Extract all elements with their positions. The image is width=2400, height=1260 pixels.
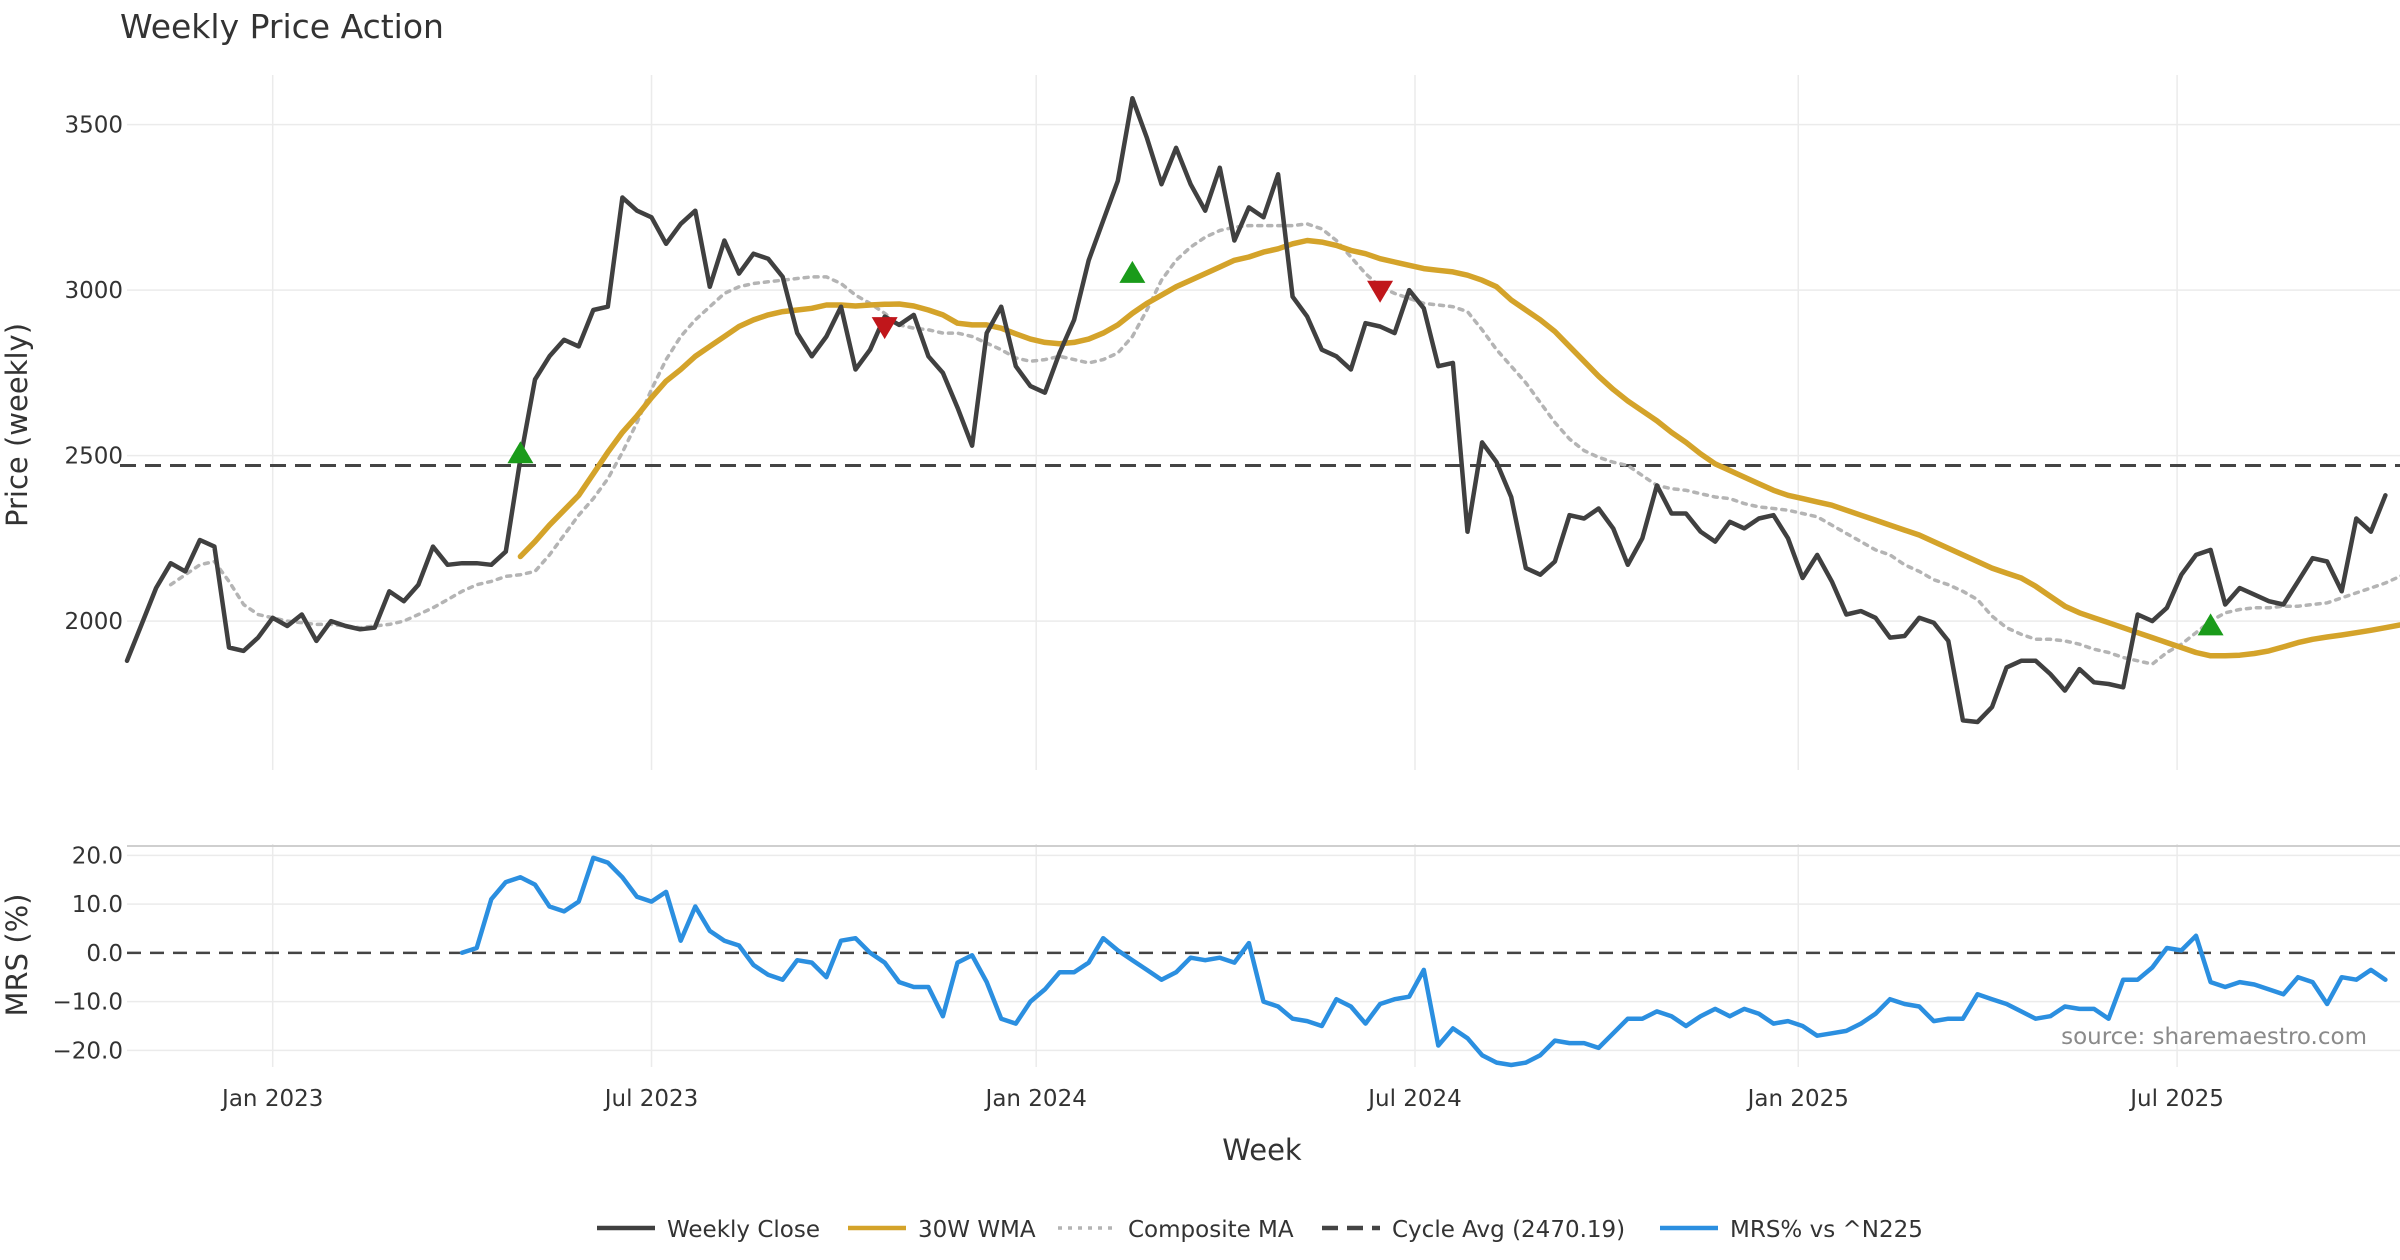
legend-label: Cycle Avg (2470.19) — [1392, 1217, 1625, 1243]
mrs-y-tick-label: −20.0 — [53, 1038, 123, 1064]
x-tick-label: Jul 2025 — [2128, 1086, 2224, 1112]
buy-signal-marker — [2197, 613, 2224, 636]
mrs-y-tick-label: 20.0 — [72, 843, 123, 869]
x-tick-label: Jul 2023 — [603, 1086, 699, 1112]
mrs-y-tick-label: −10.0 — [53, 990, 123, 1016]
mrs-y-tick-label: 0.0 — [86, 941, 123, 967]
mrs-y-tick-label: 10.0 — [72, 892, 123, 918]
source-note: source: sharemaestro.com — [2061, 1024, 2367, 1050]
weekly-close-line — [124, 95, 2388, 725]
price-y-tick-label: 2000 — [64, 609, 123, 635]
mrs-axis-label: MRS (%) — [0, 894, 34, 1017]
x-tick-label: Jan 2024 — [984, 1086, 1087, 1112]
x-tick-label: Jul 2024 — [1366, 1086, 1462, 1112]
legend-label: Weekly Close — [667, 1217, 820, 1243]
x-tick-label: Jan 2023 — [220, 1086, 323, 1112]
price-y-tick-label: 3000 — [64, 278, 123, 304]
mrs-panel: Jan 2023 Jul 2023 Jan 2024 Jul 2024 Jan 2025… — [53, 843, 2400, 1112]
price-y-tick-label: 2500 — [64, 444, 123, 470]
mrs-line — [459, 855, 2388, 1068]
price-y-tick-label: 3500 — [64, 113, 123, 139]
buy-signal-marker — [507, 441, 534, 464]
wma-30w-line — [517, 237, 2400, 659]
price-panel: 2000 2500 3000 3500 — [64, 75, 2400, 770]
sell-signal-marker — [1367, 280, 1394, 303]
price-axis-label: Price (weekly) — [0, 323, 34, 527]
legend-label: MRS% vs ^N225 — [1730, 1217, 1923, 1243]
buy-signal-marker — [1119, 260, 1146, 283]
legend-label: 30W WMA — [918, 1217, 1036, 1243]
composite-ma-line — [168, 222, 2400, 666]
chart-title: Weekly Price Action — [120, 7, 444, 46]
sell-signal-marker — [871, 317, 898, 340]
x-tick-label: Jan 2025 — [1746, 1086, 1849, 1112]
legend: Weekly Close 30W WMA Composite MA Cycle Avg… — [597, 1217, 1923, 1243]
x-axis-label: Week — [1222, 1133, 1302, 1167]
legend-label: Composite MA — [1128, 1217, 1294, 1243]
